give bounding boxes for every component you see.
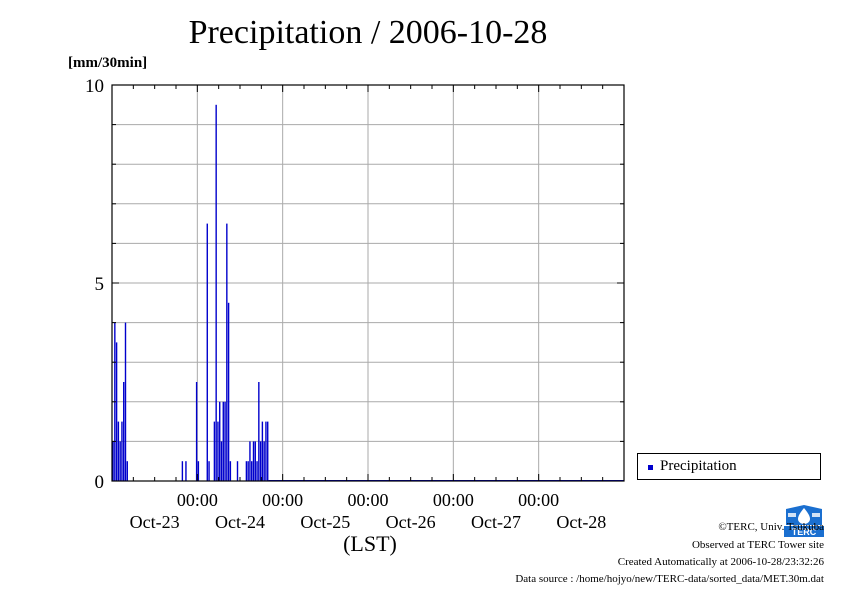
precip-bar xyxy=(229,461,232,481)
x-tick-label-time: 00:00 xyxy=(518,490,559,510)
x-axis-label: (LST) xyxy=(343,531,397,556)
precip-bar xyxy=(126,461,128,481)
x-tick-label-day: Oct-23 xyxy=(130,512,180,532)
precip-bar xyxy=(226,223,228,481)
precip-bar xyxy=(206,223,208,481)
y-tick-label: 10 xyxy=(85,76,104,97)
precip-bar xyxy=(224,401,226,481)
precip-bar xyxy=(112,441,114,481)
legend: Precipitation xyxy=(637,453,821,480)
precip-bar xyxy=(215,104,217,482)
precip-bar xyxy=(236,461,239,481)
precip-bar xyxy=(181,461,184,481)
x-tick-label-day: Oct-28 xyxy=(556,512,606,532)
credit-created: Created Automatically at 2006-10-28/23:3… xyxy=(617,556,824,568)
precip-bar xyxy=(245,461,248,481)
y-tick-label: 5 xyxy=(95,274,105,295)
x-tick-label-time: 00:00 xyxy=(433,490,474,510)
precip-bar xyxy=(261,421,264,481)
precip-bar xyxy=(219,401,221,481)
precip-bar xyxy=(117,421,120,481)
chart-title: Precipitation / 2006-10-28 xyxy=(188,14,548,51)
precip-bar xyxy=(227,302,230,481)
precip-bar xyxy=(249,441,251,481)
precip-bar xyxy=(185,461,187,481)
precip-bar xyxy=(251,461,253,481)
legend-label: Precipitation xyxy=(660,458,737,474)
precip-bar xyxy=(259,441,262,481)
precip-bar xyxy=(252,441,255,481)
svg-text:TERC: TERC xyxy=(792,527,817,537)
precip-bar xyxy=(217,421,219,481)
precip-bar xyxy=(254,441,256,481)
precip-bar xyxy=(119,441,121,481)
x-tick-label-day: Oct-27 xyxy=(471,512,521,532)
precip-bar xyxy=(267,421,269,481)
x-tick-label-time: 00:00 xyxy=(347,490,388,510)
precip-bar xyxy=(123,382,125,481)
credit-observed: Observed at TERC Tower site xyxy=(691,539,824,551)
x-tick-label-time: 00:00 xyxy=(177,490,218,510)
x-tick-label-time: 00:00 xyxy=(262,490,303,510)
precip-bar xyxy=(263,441,265,481)
legend-swatch xyxy=(648,465,653,470)
y-axis-unit-label: [mm/30min] xyxy=(68,55,148,71)
precip-bar xyxy=(213,421,216,481)
precip-bar xyxy=(124,322,127,481)
x-tick-label-day: Oct-24 xyxy=(215,512,265,532)
precip-bar xyxy=(197,461,200,481)
precip-bar xyxy=(265,421,267,481)
terc-logo-icon: TERC xyxy=(784,503,824,537)
precip-bar xyxy=(115,342,118,481)
precip-bar xyxy=(258,382,260,481)
precip-bar xyxy=(247,461,249,481)
x-tick-label-day: Oct-25 xyxy=(300,512,350,532)
precip-bar xyxy=(208,461,210,481)
precip-bar xyxy=(256,461,258,481)
credit-copyright: ©TERC, Univ. Tsukuba xyxy=(718,521,824,533)
y-tick-label: 0 xyxy=(95,472,105,493)
precip-bar xyxy=(195,382,198,481)
x-tick-label-day: Oct-26 xyxy=(386,512,436,532)
credit-data-source: Data source : /home/hojyo/new/TERC-data/… xyxy=(515,573,824,585)
precip-bar xyxy=(220,441,223,481)
precip-bar xyxy=(121,421,123,481)
precip-bar xyxy=(222,401,224,481)
